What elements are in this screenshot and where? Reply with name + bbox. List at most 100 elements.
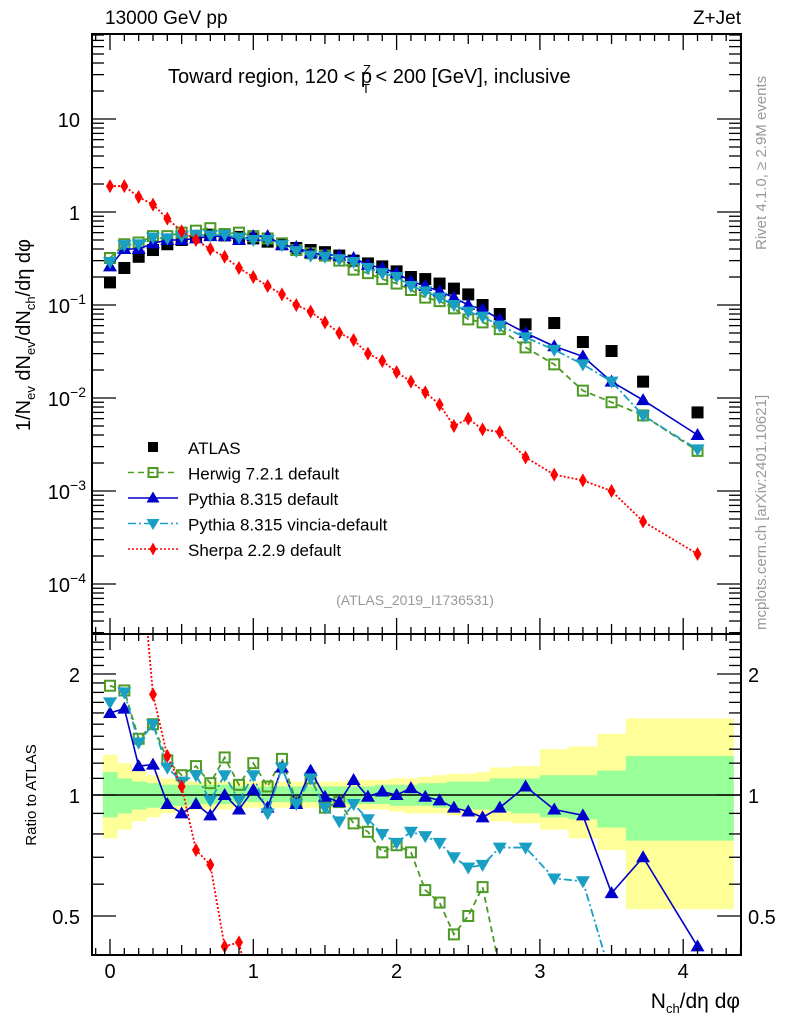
legend-label: Pythia 8.315 default xyxy=(188,490,339,509)
ratio-series-pythia-8-315-vincia-default xyxy=(103,687,705,985)
data-point xyxy=(691,973,705,985)
data-point xyxy=(492,842,507,855)
data-point xyxy=(691,406,704,419)
ratio-axes: 2 2 1 1 0.5 0.5 0 1 2 3 4 xyxy=(52,633,776,983)
data-point xyxy=(547,802,562,815)
stat-uncertainty-band xyxy=(117,778,132,814)
data-point xyxy=(375,268,390,281)
data-point xyxy=(576,336,589,349)
data-point xyxy=(418,789,433,802)
data-point xyxy=(605,396,618,409)
data-point xyxy=(421,385,430,400)
data-point xyxy=(446,852,461,865)
series-line xyxy=(109,235,698,436)
data-point xyxy=(261,780,274,793)
data-point xyxy=(636,850,651,863)
series-line xyxy=(109,684,498,955)
legend-label: ATLAS xyxy=(188,439,241,458)
data-point xyxy=(246,234,261,247)
data-point xyxy=(550,467,559,482)
y-tick-label: 10−3 xyxy=(48,477,86,504)
stat-uncertainty-band xyxy=(625,756,663,841)
data-point xyxy=(607,484,616,498)
x-tick-label: 2 xyxy=(391,961,402,983)
data-point xyxy=(220,939,229,954)
data-point xyxy=(206,857,215,872)
data-point xyxy=(604,886,619,899)
data-point xyxy=(220,249,229,264)
ratio-series-sherpa-2-2-9-default xyxy=(146,634,243,955)
legend-item: Pythia 8.315 default xyxy=(128,490,339,509)
data-point xyxy=(206,242,215,257)
data-point xyxy=(335,325,344,340)
ratio-series-group xyxy=(103,634,705,985)
data-point xyxy=(274,240,289,253)
data-point xyxy=(518,332,533,345)
data-point xyxy=(360,814,375,827)
data-point xyxy=(360,789,375,802)
main-series-group xyxy=(103,179,705,562)
legend-marker xyxy=(147,467,159,478)
data-point xyxy=(576,384,589,397)
data-point xyxy=(203,795,218,808)
data-point xyxy=(403,826,418,839)
data-point xyxy=(249,270,258,285)
data-point xyxy=(418,831,433,844)
data-point xyxy=(389,272,404,285)
legend-marker xyxy=(148,442,158,452)
data-point xyxy=(478,422,487,437)
data-point xyxy=(476,881,489,894)
ylabel-sub: ev xyxy=(23,386,38,400)
data-point xyxy=(475,859,490,872)
ratio-ylabel: Ratio to ATLAS xyxy=(23,744,40,845)
data-point xyxy=(447,928,460,941)
y-tick-label: 10 xyxy=(58,110,80,132)
legend-item: Pythia 8.315 vincia-default xyxy=(128,516,388,535)
ylabel-part: dN xyxy=(13,355,35,386)
data-point xyxy=(104,276,116,289)
data-point xyxy=(389,837,404,850)
data-point xyxy=(320,315,329,330)
data-point xyxy=(148,197,157,212)
data-point xyxy=(392,365,401,380)
data-point xyxy=(163,749,172,764)
data-point xyxy=(449,418,458,433)
xlabel-part: /dη dφ xyxy=(680,990,740,1013)
data-point xyxy=(406,374,415,389)
data-point xyxy=(446,290,461,303)
data-point xyxy=(461,862,476,875)
data-point xyxy=(361,825,374,838)
data-point xyxy=(461,306,476,319)
data-point xyxy=(218,751,231,764)
data-point xyxy=(103,697,117,710)
data-point xyxy=(575,808,590,821)
data-point xyxy=(578,473,587,488)
data-point xyxy=(349,333,358,348)
data-point xyxy=(346,772,361,785)
legend-label: Pythia 8.315 vincia-default xyxy=(188,516,388,535)
data-point xyxy=(548,358,561,371)
stat-uncertainty-band xyxy=(597,770,627,828)
data-point xyxy=(519,318,532,331)
data-point xyxy=(604,376,619,389)
data-point xyxy=(118,261,131,274)
series-line xyxy=(109,233,699,451)
data-point xyxy=(117,240,132,253)
data-point xyxy=(332,254,347,267)
data-point xyxy=(332,795,347,808)
y-tick-label: 1 xyxy=(69,203,80,225)
x-tick-label: 3 xyxy=(534,961,545,983)
stat-uncertainty-band xyxy=(661,756,734,841)
data-point xyxy=(203,230,218,243)
data-point xyxy=(217,229,232,242)
data-point xyxy=(177,779,186,794)
ratio-xlabel: Nch/dη dφ xyxy=(651,990,740,1016)
data-point xyxy=(292,298,301,312)
data-point xyxy=(120,179,129,194)
y-tick-label: 0.5 xyxy=(52,907,80,929)
data-point xyxy=(432,292,447,305)
header-left: 13000 GeV pp xyxy=(105,8,228,29)
main-series-pythia-8-315-default xyxy=(103,229,705,441)
main-series-atlas xyxy=(104,228,704,419)
